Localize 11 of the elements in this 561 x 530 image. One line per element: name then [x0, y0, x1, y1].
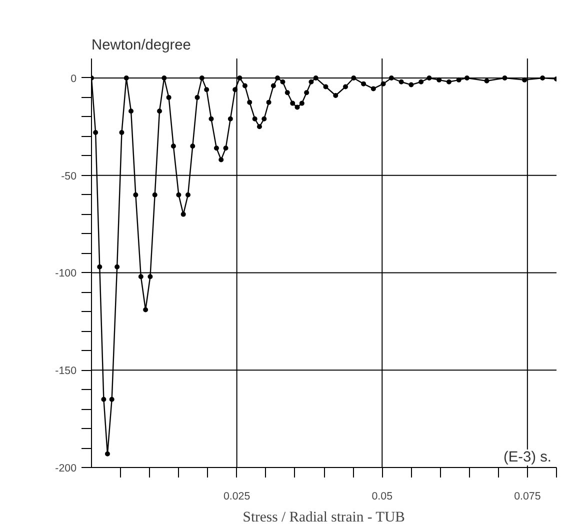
x-tick-label: 0.075 [514, 490, 541, 502]
x-axis-title: (E-3) s. [503, 450, 552, 466]
x-tick-label: 0.05 [372, 490, 393, 502]
y-tick-label: -50 [61, 170, 77, 182]
y-tick-label: -150 [55, 365, 77, 378]
y-tick-label: -100 [55, 268, 77, 280]
y-tick-label: -200 [55, 462, 77, 474]
y-tick-label: 0 [70, 72, 77, 85]
x-tick-label: 0.025 [223, 490, 250, 502]
y-axis-title: Newton/degree [92, 38, 191, 54]
text: Stress / Radial strain - TUB [242, 510, 406, 526]
